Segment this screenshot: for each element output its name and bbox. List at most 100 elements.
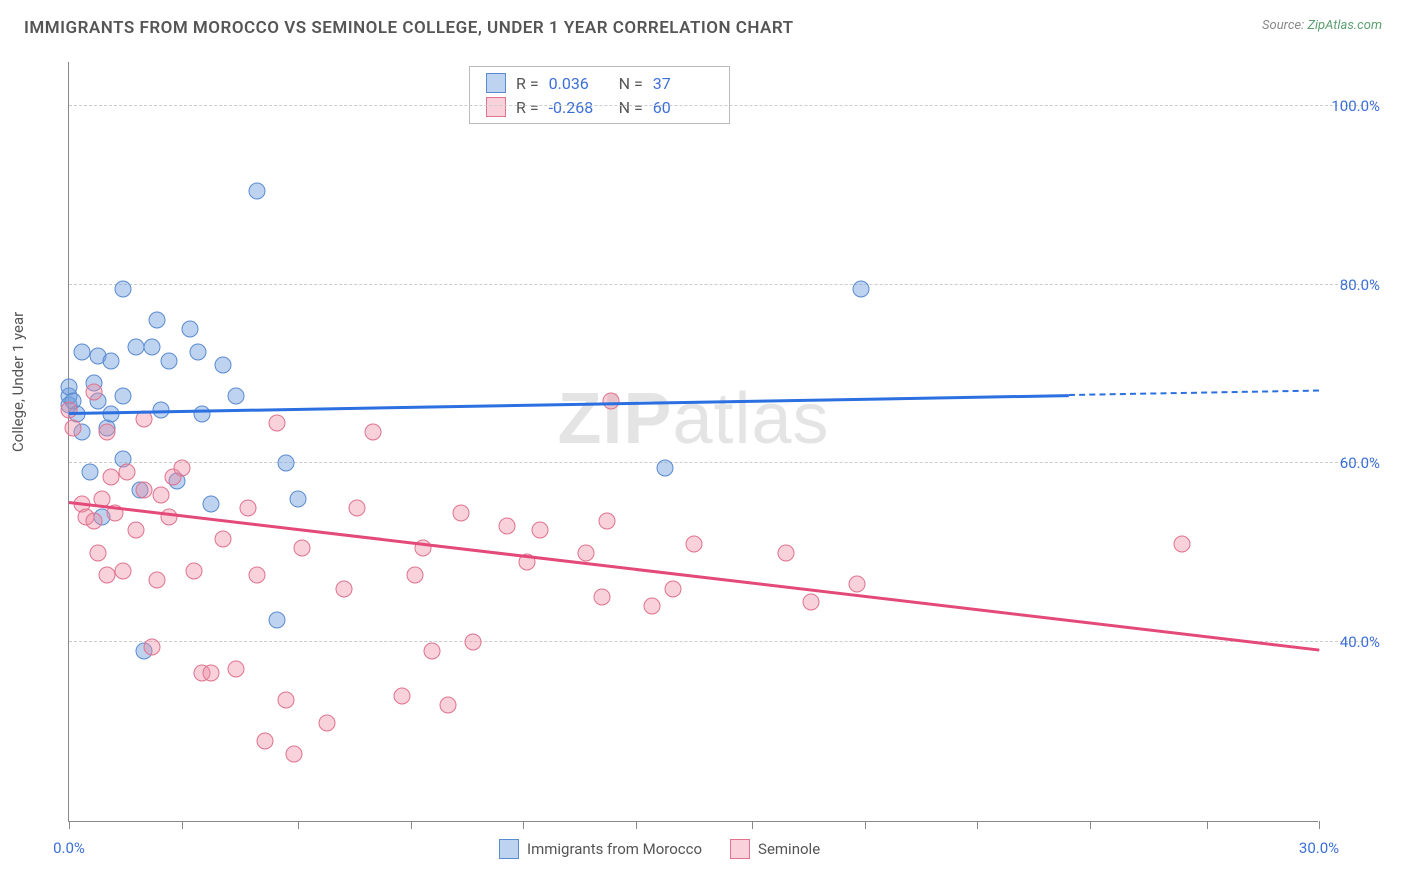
data-point-morocco: [656, 459, 673, 476]
data-point-seminole: [348, 500, 365, 517]
data-point-seminole: [173, 459, 190, 476]
data-point-seminole: [319, 714, 336, 731]
data-point-morocco: [269, 611, 286, 628]
data-point-seminole: [1173, 535, 1190, 552]
data-point-seminole: [215, 531, 232, 548]
data-point-seminole: [602, 392, 619, 409]
data-point-seminole: [644, 598, 661, 615]
data-point-morocco: [852, 281, 869, 298]
data-point-morocco: [181, 321, 198, 338]
swatch-seminole: [486, 97, 506, 117]
gridline-h: [69, 105, 1378, 106]
data-point-seminole: [102, 468, 119, 485]
data-point-seminole: [848, 576, 865, 593]
data-point-seminole: [90, 544, 107, 561]
data-point-seminole: [686, 535, 703, 552]
data-point-seminole: [115, 562, 132, 579]
data-point-seminole: [269, 415, 286, 432]
trendline: [69, 394, 1069, 414]
data-point-seminole: [365, 424, 382, 441]
data-point-seminole: [148, 571, 165, 588]
data-point-morocco: [202, 495, 219, 512]
data-point-seminole: [186, 562, 203, 579]
data-point-seminole: [144, 638, 161, 655]
data-point-morocco: [127, 339, 144, 356]
data-point-morocco: [81, 464, 98, 481]
data-point-morocco: [73, 343, 90, 360]
swatch-morocco-icon: [499, 839, 519, 859]
swatch-morocco: [486, 73, 506, 93]
xtick: [1090, 821, 1091, 829]
data-point-seminole: [256, 732, 273, 749]
data-point-morocco: [290, 491, 307, 508]
ytick-label: 100.0%: [1331, 97, 1380, 115]
trendline: [1069, 390, 1319, 396]
plot-region: ZIPatlas R = 0.036 N = 37 R = -0.268 N =…: [68, 62, 1318, 822]
data-point-morocco: [102, 406, 119, 423]
data-point-seminole: [86, 383, 103, 400]
data-point-seminole: [127, 522, 144, 539]
data-point-seminole: [802, 593, 819, 610]
xtick: [298, 821, 299, 829]
y-axis-label: College, Under 1 year: [9, 312, 27, 452]
data-point-seminole: [423, 643, 440, 660]
xtick: [182, 821, 183, 829]
source-attribution: Source: ZipAtlas.com: [1262, 18, 1382, 33]
xtick: [752, 821, 753, 829]
data-point-seminole: [227, 661, 244, 678]
data-point-seminole: [240, 500, 257, 517]
data-point-seminole: [336, 580, 353, 597]
gridline-h: [69, 462, 1378, 463]
data-point-seminole: [498, 517, 515, 534]
data-point-seminole: [286, 745, 303, 762]
data-point-morocco: [277, 455, 294, 472]
xtick: [1207, 821, 1208, 829]
gridline-h: [69, 284, 1378, 285]
xtick: [523, 821, 524, 829]
swatch-seminole-icon: [730, 839, 750, 859]
chart-header: IMMIGRANTS FROM MOROCCO VS SEMINOLE COLL…: [0, 0, 1406, 46]
data-point-seminole: [665, 580, 682, 597]
data-point-seminole: [248, 567, 265, 584]
data-point-seminole: [406, 567, 423, 584]
data-point-seminole: [277, 692, 294, 709]
source-link[interactable]: ZipAtlas.com: [1307, 18, 1382, 33]
xtick-label: 30.0%: [1299, 839, 1339, 857]
data-point-morocco: [102, 352, 119, 369]
data-point-seminole: [202, 665, 219, 682]
data-point-seminole: [777, 544, 794, 561]
ytick-label: 80.0%: [1340, 276, 1380, 294]
data-point-morocco: [115, 388, 132, 405]
data-point-seminole: [161, 509, 178, 526]
data-point-seminole: [598, 513, 615, 530]
data-point-morocco: [190, 343, 207, 360]
data-point-seminole: [394, 687, 411, 704]
xtick-label: 0.0%: [53, 839, 85, 857]
watermark: ZIPatlas: [557, 378, 829, 460]
gridline-h: [69, 641, 1378, 642]
data-point-seminole: [61, 401, 78, 418]
data-point-seminole: [440, 696, 457, 713]
data-point-seminole: [594, 589, 611, 606]
xtick: [411, 821, 412, 829]
data-point-morocco: [161, 352, 178, 369]
data-point-morocco: [144, 339, 161, 356]
legend-item-morocco: Immigrants from Morocco: [499, 839, 702, 859]
data-point-morocco: [248, 182, 265, 199]
data-point-seminole: [119, 464, 136, 481]
data-point-seminole: [577, 544, 594, 561]
ytick-label: 60.0%: [1340, 454, 1380, 472]
correlation-row-seminole: R = -0.268 N = 60: [470, 95, 729, 119]
data-point-seminole: [294, 540, 311, 557]
data-point-morocco: [194, 406, 211, 423]
data-point-seminole: [152, 486, 169, 503]
xtick: [977, 821, 978, 829]
legend-item-seminole: Seminole: [730, 839, 820, 859]
data-point-seminole: [136, 482, 153, 499]
xtick: [69, 821, 70, 829]
data-point-seminole: [98, 424, 115, 441]
data-point-seminole: [465, 634, 482, 651]
ytick-label: 40.0%: [1340, 633, 1380, 651]
data-point-morocco: [148, 312, 165, 329]
data-point-seminole: [65, 419, 82, 436]
